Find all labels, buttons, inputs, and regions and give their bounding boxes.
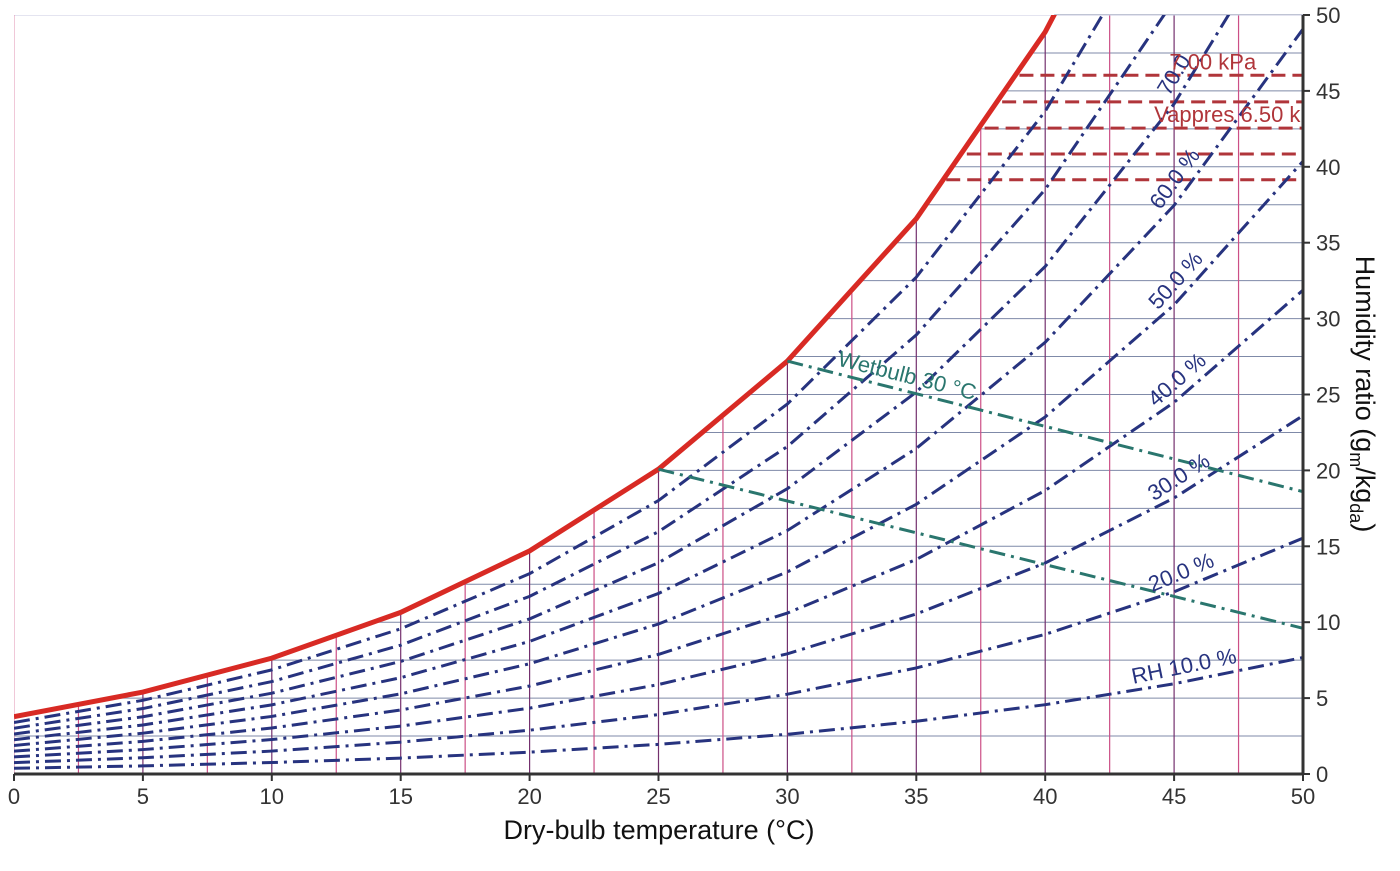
x-tick-label: 20 xyxy=(517,784,541,809)
y-tick-label: 5 xyxy=(1316,686,1328,711)
rh-label: 30.0 % xyxy=(1143,448,1214,506)
y-tick-label: 50 xyxy=(1316,3,1340,28)
vapor-pressure-label: Vappres 6.50 k xyxy=(1154,102,1301,127)
rh-line xyxy=(14,160,1303,747)
plot-area: RH 10.0 %20.0 %30.0 %40.0 %50.0 %60.0 %7… xyxy=(14,15,1303,774)
x-tick-label: 25 xyxy=(646,784,670,809)
y-tick-label: 20 xyxy=(1316,458,1340,483)
x-axis-label: Dry-bulb temperature (°C) xyxy=(504,815,815,845)
x-tick-label: 35 xyxy=(904,784,928,809)
y-label-subscript: da xyxy=(1346,503,1366,524)
rh-line xyxy=(14,28,1303,742)
y-tick-label: 40 xyxy=(1316,155,1340,180)
y-axis-label: Humidity ratio (gm/kgda) xyxy=(1346,256,1380,533)
x-tick-label: 5 xyxy=(137,784,149,809)
grid xyxy=(14,14,1303,775)
rh-line xyxy=(14,15,1166,730)
wetbulb-line xyxy=(787,359,1303,494)
y-tick-label: 15 xyxy=(1316,534,1340,559)
x-tick-label: 40 xyxy=(1033,784,1057,809)
rh-line xyxy=(14,656,1303,770)
y-label-part: ) xyxy=(1350,523,1380,532)
wetbulb-label: Wetbulb 30 °C xyxy=(835,346,979,405)
y-label-part: /kg xyxy=(1350,467,1380,503)
y-tick-label: 45 xyxy=(1316,79,1340,104)
y-tick-label: 10 xyxy=(1316,610,1340,635)
y-tick-label: 25 xyxy=(1316,383,1340,408)
x-tick-label: 45 xyxy=(1162,784,1186,809)
rh-label: RH 10.0 % xyxy=(1129,643,1238,689)
y-label-part: Humidity ratio (g xyxy=(1350,256,1380,453)
rh-line xyxy=(14,288,1303,753)
y-tick-label: 35 xyxy=(1316,231,1340,256)
x-tick-label: 30 xyxy=(775,784,799,809)
x-tick-label: 0 xyxy=(8,784,20,809)
rh-line xyxy=(14,536,1303,765)
x-tick-label: 50 xyxy=(1291,784,1315,809)
y-tick-label: 0 xyxy=(1316,762,1328,787)
rh-line xyxy=(14,15,1231,736)
vapor-pressure-label: 7.00 kPa xyxy=(1169,49,1257,74)
x-tick-label: 10 xyxy=(260,784,284,809)
rh-line xyxy=(14,15,1105,724)
saturation-line xyxy=(14,15,1057,720)
x-tick-label: 15 xyxy=(388,784,412,809)
y-tick-label: 30 xyxy=(1316,307,1340,332)
y-label-subscript: m xyxy=(1346,452,1366,467)
